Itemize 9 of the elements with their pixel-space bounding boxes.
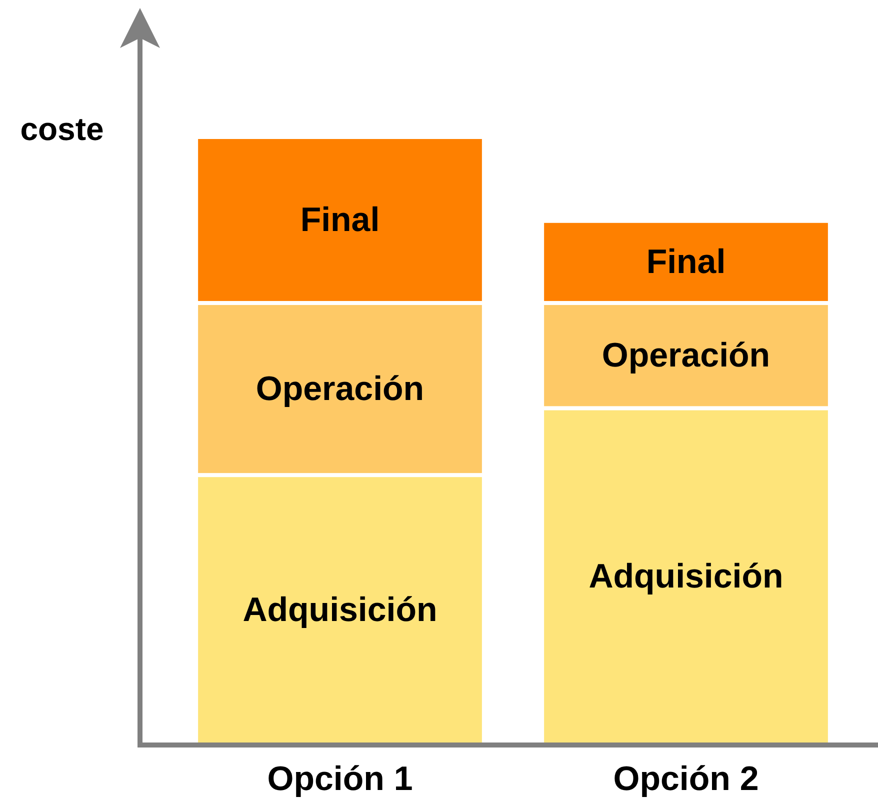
x-tick-label: Opción 1 bbox=[267, 760, 413, 798]
series-label: Adquisición bbox=[588, 558, 784, 596]
x-tick-label: Opción 2 bbox=[613, 760, 759, 798]
y-axis-title: coste bbox=[20, 111, 104, 147]
series-label: Final bbox=[646, 242, 726, 281]
series-label: Operación bbox=[602, 336, 770, 375]
text: Adquisición bbox=[242, 591, 438, 630]
text: Operación bbox=[256, 370, 424, 408]
text: Final bbox=[300, 200, 380, 239]
